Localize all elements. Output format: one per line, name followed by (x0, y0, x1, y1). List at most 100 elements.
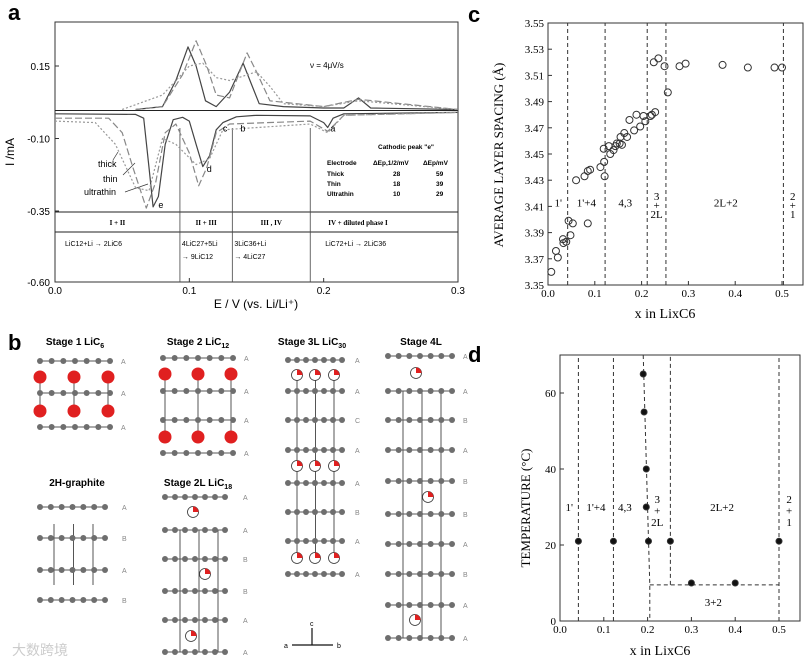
structure-title-subscript: 6 (100, 343, 104, 350)
data-point (642, 503, 650, 511)
carbon-atom (83, 390, 90, 396)
carbon-atom (230, 450, 236, 456)
carbon-atom (172, 527, 178, 533)
carbon-atom (339, 571, 345, 577)
data-point (649, 58, 658, 67)
carbon-atom (37, 358, 43, 364)
stacking-label: B (243, 589, 248, 596)
carbon-atom (230, 417, 236, 423)
carbon-atom (417, 511, 423, 517)
carbon-atom (312, 509, 318, 515)
region-label: 2L (651, 517, 664, 529)
carbon-atom (294, 447, 300, 453)
data-point (599, 144, 608, 153)
stacking-label: B (122, 598, 127, 605)
carbon-atom (72, 424, 78, 430)
carbon-atom (449, 571, 455, 577)
data-point (547, 267, 556, 276)
carbon-atom (48, 424, 55, 430)
carbon-atom (182, 617, 188, 623)
carbon-atom (330, 388, 336, 394)
curve-thick-anodic (121, 62, 459, 111)
data-point (630, 126, 639, 135)
y-tick-label: 3.39 (525, 228, 545, 240)
carbon-atom (427, 511, 434, 517)
axis-label-a: a (284, 643, 288, 650)
structure-title-main: Stage 4L (400, 337, 442, 348)
data-point (666, 537, 674, 545)
data-point (646, 112, 655, 121)
data-point (663, 88, 672, 97)
stacking-label: A (244, 451, 249, 458)
stacking-label: B (463, 418, 468, 425)
carbon-atom (80, 504, 87, 510)
carbon-atom (171, 388, 178, 394)
carbon-atom (212, 649, 218, 655)
region-label: 1' (565, 502, 573, 514)
carbon-atom (438, 478, 445, 484)
carbon-atom (395, 353, 402, 359)
carbon-atom (102, 567, 108, 573)
carbon-atom (95, 390, 102, 396)
phase-boundary-line (642, 354, 651, 621)
reaction-label: 3LiC36+Li (234, 241, 266, 248)
reaction-label: LiC12+Li → 2LiC6 (65, 241, 122, 248)
carbon-atom (171, 417, 178, 423)
carbon-atom (449, 602, 455, 608)
structure-title: Stage 1 LiC6 (46, 337, 104, 350)
phase-region-label: II + III (196, 219, 217, 227)
y-tick-label: 3.37 (525, 254, 545, 266)
carbon-atom (395, 511, 402, 517)
carbon-atom (303, 538, 309, 544)
carbon-atom (449, 511, 455, 517)
carbon-atom (395, 541, 402, 547)
x-tick-label: 0.0 (541, 288, 555, 300)
carbon-atom (385, 571, 391, 577)
data-point (564, 216, 573, 225)
carbon-atom (58, 504, 65, 510)
carbon-atom (91, 504, 98, 510)
carbon-atom (172, 617, 178, 623)
data-point (687, 579, 695, 587)
stacking-label: B (463, 479, 468, 486)
c-y-axis-label: AVERAGE LAYER SPACING (Å) (491, 63, 506, 248)
carbon-atom (438, 635, 445, 641)
carbon-atom (438, 447, 445, 453)
data-point (743, 63, 752, 72)
carbon-atom (218, 417, 225, 423)
inset-cell: 59 (436, 171, 444, 178)
carbon-atom (47, 597, 54, 603)
lithium-occupancy-wedge (193, 506, 199, 512)
structure-title: Stage 4L (400, 337, 442, 348)
carbon-atom (102, 535, 108, 541)
carbon-atom (294, 388, 300, 394)
region-label: 2L+2 (714, 197, 738, 209)
carbon-atom (406, 478, 413, 484)
lithium-occupancy-wedge (191, 630, 197, 636)
structure-title: Stage 3L LiC30 (278, 337, 346, 350)
structure-title-main: Stage 3L LiC (278, 337, 338, 348)
carbon-atom (222, 494, 228, 500)
stacking-label: A (463, 354, 468, 361)
carbon-atom (339, 480, 345, 486)
lithium-atom (101, 370, 115, 384)
x-axis-label: E / V (vs. Li/Li⁺) (214, 297, 298, 311)
region-label: 4,3 (618, 502, 632, 514)
carbon-atom (202, 556, 208, 562)
carbon-atom (339, 417, 345, 423)
region-label: + (654, 506, 660, 518)
lithium-atom (33, 370, 47, 384)
y-tick-label: 0.15 (31, 62, 51, 73)
carbon-atom (212, 617, 218, 623)
y-tick-label: -0.60 (27, 278, 50, 289)
carbon-atom (195, 450, 201, 456)
structure-title-main: 2H-graphite (49, 478, 105, 489)
data-point (770, 63, 779, 72)
carbon-atom (206, 355, 213, 361)
carbon-atom (294, 417, 300, 423)
panel-b-structures: Stage 1 LiC6 A A A Stage 2 LiC12 A A A A Stage 3L… (33, 337, 468, 657)
data-point (566, 231, 575, 240)
data-point (551, 246, 560, 255)
d-y-axis-label: TEMPERATURE (°C) (518, 449, 533, 568)
carbon-atom (330, 538, 336, 544)
